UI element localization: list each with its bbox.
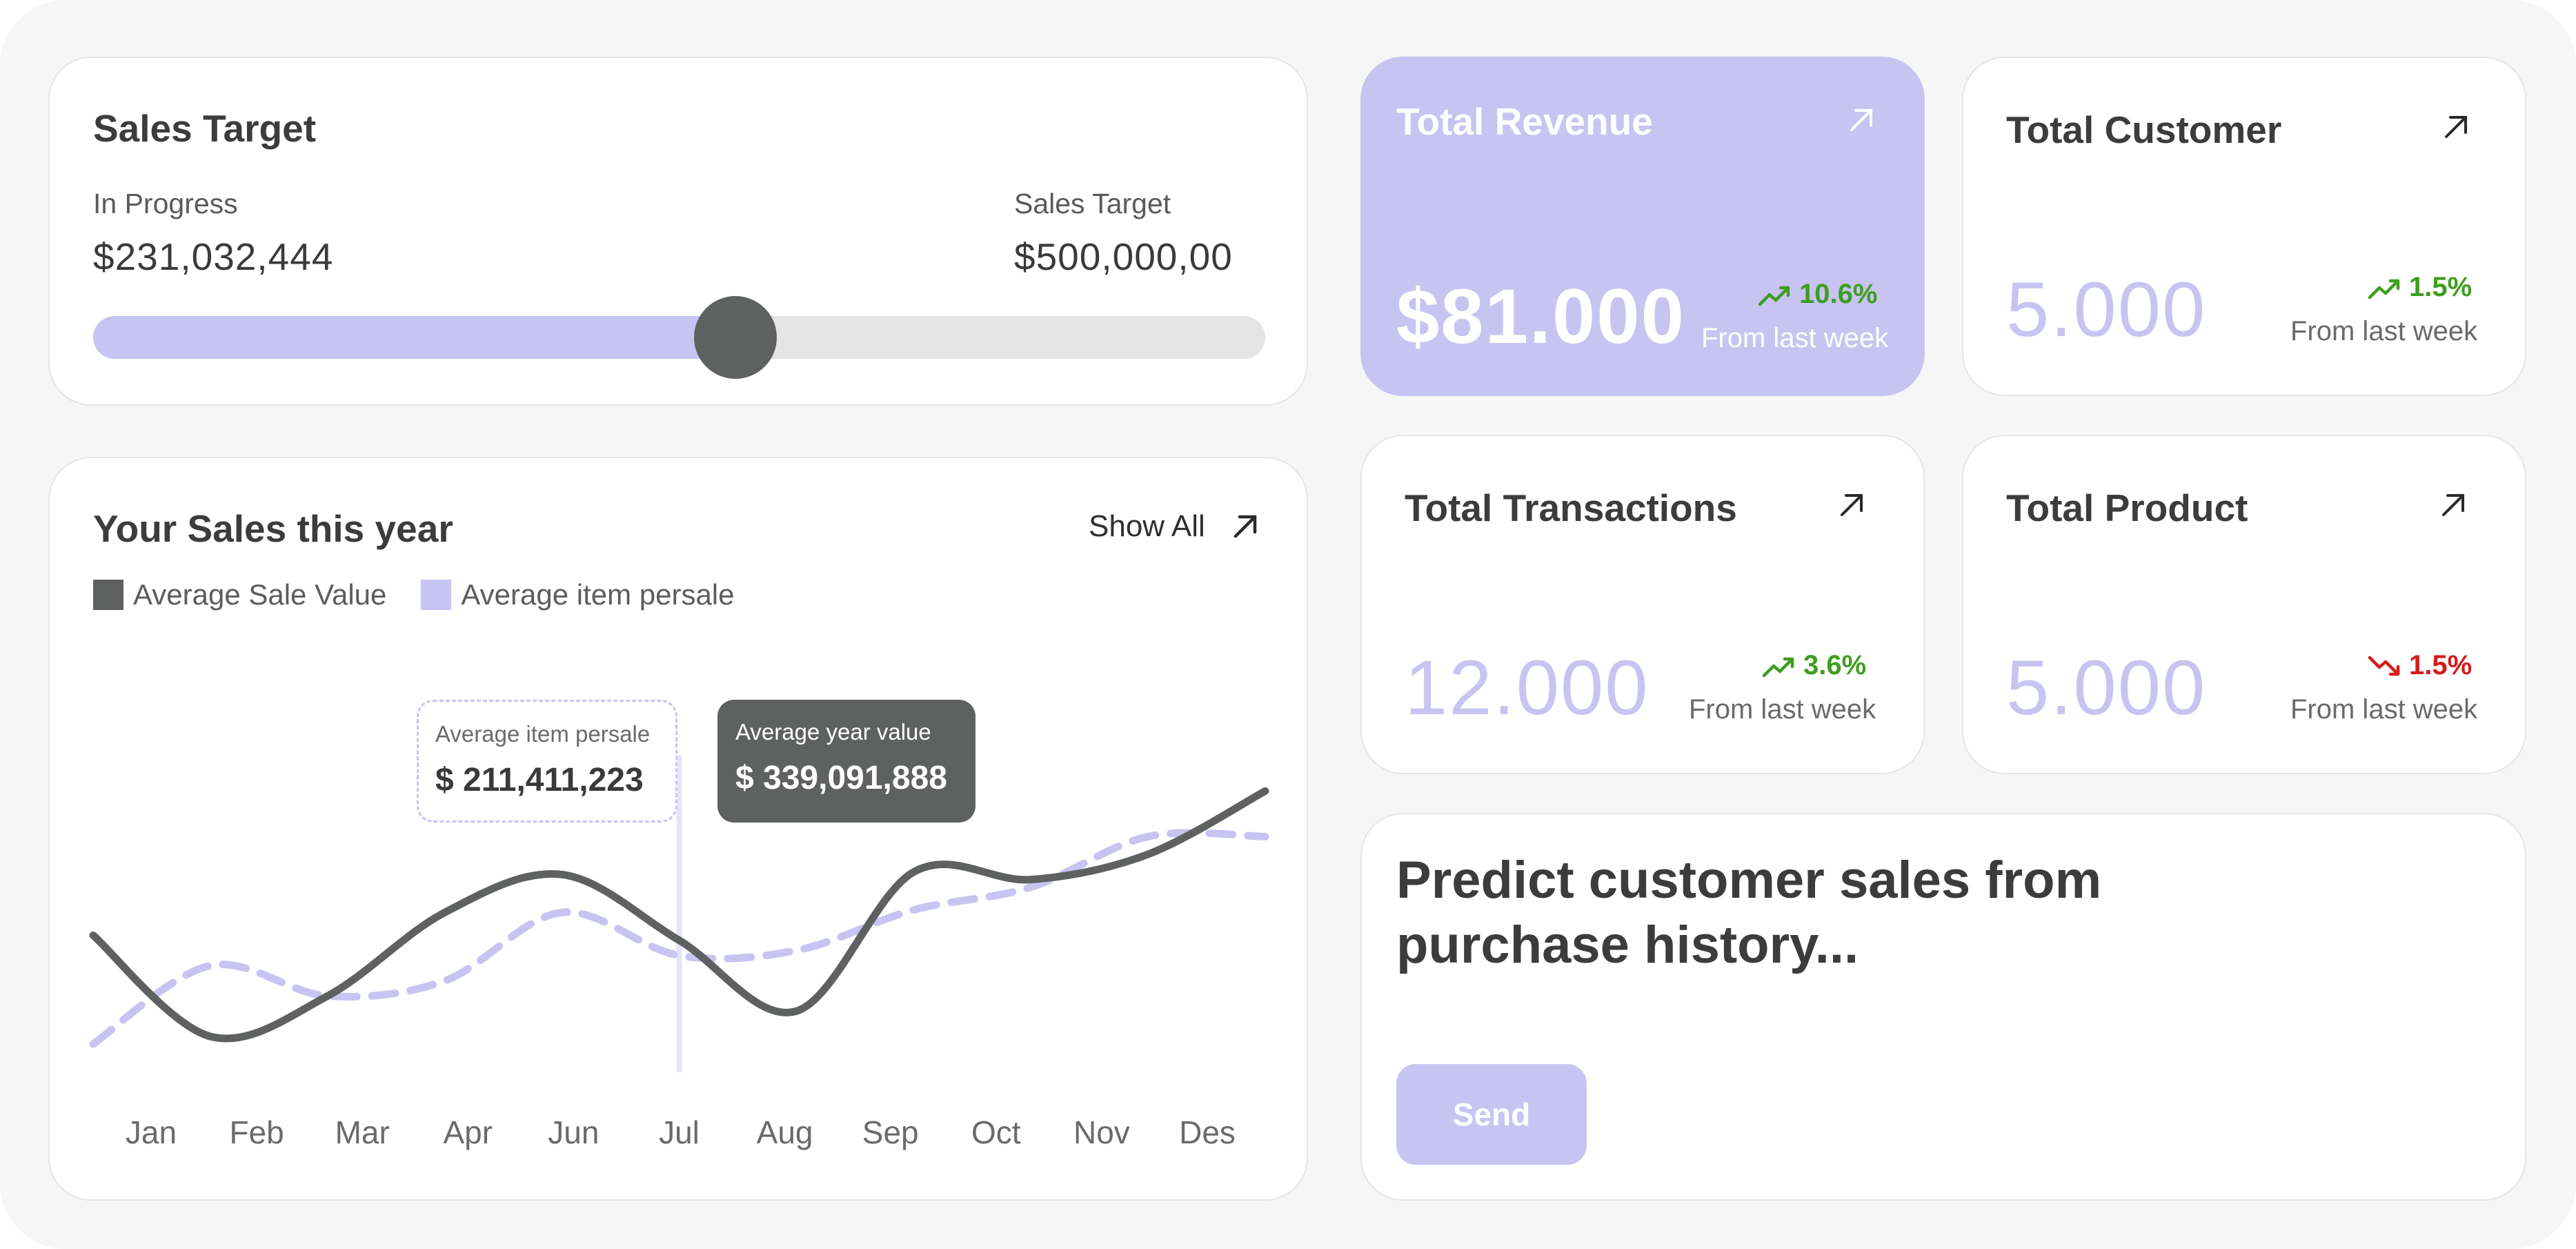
legend-swatch-item-persale — [421, 580, 452, 610]
total-revenue-card[interactable]: Total Revenue $81.000 10.6% From last we… — [1360, 57, 1925, 396]
total-customer-sub: From last week — [2290, 316, 2478, 346]
tooltip-year-value: Average year value $ 339,091,888 — [717, 700, 975, 823]
trend-up-icon — [2368, 279, 2400, 299]
tooltip-item-persale: Average item persale $ 211,411,223 — [417, 700, 677, 823]
total-transactions-value: 12.000 — [1405, 645, 1649, 731]
progress-slider-handle[interactable] — [694, 296, 777, 379]
total-customer-value: 5.000 — [2006, 266, 2207, 353]
legend-label-sale-value: Average Sale Value — [133, 578, 387, 611]
show-all-label: Show All — [1089, 509, 1205, 543]
show-all-link[interactable]: Show All — [1089, 509, 1262, 544]
send-button[interactable]: Send — [1396, 1064, 1587, 1165]
total-transactions-card[interactable]: Total Transactions 12.000 3.6% From last… — [1360, 435, 1925, 774]
total-transactions-sub: From last week — [1689, 694, 1876, 725]
x-axis-label-nov: Nov — [1073, 1114, 1130, 1150]
arrow-up-right-icon — [1233, 515, 1257, 538]
trend-down-icon — [2368, 656, 2400, 676]
x-axis-label-mar: Mar — [335, 1114, 390, 1150]
legend-label-item-persale: Average item persale — [461, 578, 735, 611]
arrow-up-right-icon[interactable] — [2439, 110, 2473, 144]
total-transactions-trend-value: 3.6% — [1803, 650, 1867, 680]
total-transactions-title: Total Transactions — [1405, 486, 1737, 529]
send-button-label: Send — [1452, 1096, 1531, 1132]
arrow-up-right-icon[interactable] — [1835, 489, 1868, 522]
total-customer-trend-value: 1.5% — [2409, 272, 2473, 302]
sales-target-title: Sales Target — [93, 107, 317, 150]
total-product-title: Total Product — [2006, 486, 2248, 529]
tooltip-year-amount: $ 339,091,888 — [735, 760, 947, 796]
in-progress-value: $231,032,444 — [93, 235, 334, 278]
progress-track — [93, 296, 1265, 379]
total-revenue-title: Total Revenue — [1396, 100, 1653, 143]
trend-up-icon — [1758, 286, 1790, 306]
total-product-sub: From last week — [2290, 694, 2478, 725]
total-revenue-value: $81.000 — [1396, 273, 1685, 360]
sales-line-chart — [89, 755, 1269, 1072]
x-axis-label-sep: Sep — [862, 1114, 919, 1150]
tooltip-item-label: Average item persale — [435, 721, 651, 747]
sales-target-value: $500,000,00 — [1014, 235, 1233, 278]
trend-up-icon — [1762, 657, 1794, 678]
sales-chart-card: Your Sales this year Show All Average Sa… — [48, 457, 1308, 1201]
x-axis-label-jun: Jun — [548, 1114, 600, 1150]
x-axis-label-des: Des — [1179, 1114, 1236, 1150]
series-line-average-sale-value — [89, 787, 1269, 1043]
x-axis-label-jul: Jul — [659, 1114, 700, 1150]
sales-target-card: Sales Target In Progress $231,032,444 Sa… — [48, 57, 1308, 406]
x-axis-label-oct: Oct — [971, 1114, 1021, 1150]
total-product-card[interactable]: Total Product 5.000 1.5% From last week — [1962, 435, 2526, 774]
predict-prompt-line-1: Predict customer sales from — [1396, 851, 2102, 909]
total-customer-trend: 1.5% — [2368, 272, 2472, 303]
total-product-value: 5.000 — [2006, 645, 2207, 731]
chart-highlight-marker — [676, 755, 682, 1072]
total-revenue-trend-value: 10.6% — [1799, 279, 1878, 309]
x-axis-label-aug: Aug — [756, 1114, 813, 1150]
total-revenue-sub: From last week — [1701, 323, 1889, 353]
arrow-up-right-icon[interactable] — [1845, 104, 1878, 137]
x-axis-label-apr: Apr — [443, 1114, 493, 1150]
total-product-trend-value: 1.5% — [2409, 650, 2473, 680]
tooltip-item-value: $ 211,411,223 — [435, 762, 644, 798]
progress-fill — [93, 316, 736, 359]
chart-legend: Average Sale Value Average item persale — [93, 578, 735, 611]
in-progress-label: In Progress — [93, 188, 238, 219]
predict-card: Predict customer sales from purchase his… — [1360, 813, 2526, 1201]
x-axis-label-feb: Feb — [229, 1114, 284, 1150]
arrow-up-right-icon[interactable] — [2437, 489, 2470, 522]
tooltip-year-label: Average year value — [735, 719, 931, 745]
total-revenue-trend: 10.6% — [1758, 279, 1877, 310]
total-customer-title: Total Customer — [2006, 108, 2282, 151]
total-product-trend: 1.5% — [2368, 650, 2472, 681]
x-axis-label-jan: Jan — [125, 1114, 177, 1150]
legend-swatch-sale-value — [93, 580, 123, 610]
total-customer-card[interactable]: Total Customer 5.000 1.5% From last week — [1962, 57, 2526, 396]
predict-prompt-line-2: purchase history... — [1396, 916, 1859, 974]
sales-chart-title: Your Sales this year — [93, 507, 453, 550]
sales-target-label: Sales Target — [1014, 188, 1171, 219]
total-transactions-trend: 3.6% — [1762, 650, 1866, 681]
